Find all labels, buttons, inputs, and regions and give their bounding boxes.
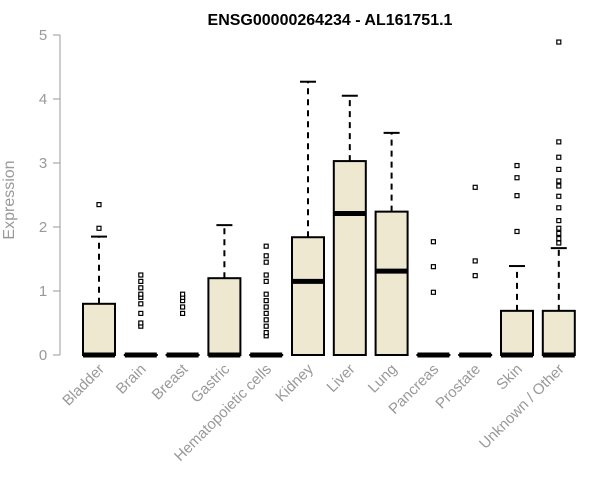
iqr-box (332, 160, 367, 356)
y-tick-label: 3 (39, 155, 47, 172)
outlier-point (514, 193, 520, 199)
outlier-point (263, 298, 269, 304)
outlier-point (472, 273, 478, 279)
iqr-box (207, 277, 242, 357)
y-axis-label: Expression (1, 160, 18, 239)
outlier-point (514, 228, 520, 235)
outlier-point (180, 310, 186, 316)
box-bladder (82, 202, 116, 358)
x-tick-label: Lung (365, 361, 401, 397)
outlier-point (263, 272, 269, 278)
outlier-point (263, 253, 269, 259)
box-unknown-other (541, 39, 576, 358)
outlier-point (138, 272, 144, 278)
outlier-point (556, 240, 562, 246)
y-tick-label: 1 (39, 283, 47, 300)
outlier-point (556, 166, 562, 172)
outlier-point (472, 258, 478, 264)
iqr-box (374, 210, 409, 356)
x-tick-label: Liver (324, 361, 359, 396)
iqr-box (500, 309, 534, 356)
outlier-point (96, 202, 102, 208)
outlier-point (556, 39, 562, 45)
iqr-box (82, 302, 116, 356)
outlier-point (430, 264, 436, 270)
box-brain (123, 272, 158, 358)
outlier-point (556, 178, 562, 184)
outlier-point (180, 304, 186, 310)
outlier-point (263, 259, 269, 265)
outlier-point (138, 278, 144, 284)
outlier-point (263, 330, 269, 336)
chart-title: ENSG00000264234 - AL161751.1 (208, 12, 453, 29)
y-tick-label: 4 (39, 91, 47, 108)
box-kidney (291, 80, 325, 357)
box-breast (165, 291, 200, 358)
x-tick-label: Prostate (432, 361, 484, 413)
box-pancreas (416, 239, 451, 358)
outlier-point (472, 184, 478, 190)
boxes-group (82, 39, 576, 358)
outlier-point (430, 239, 436, 245)
outlier-point (556, 139, 562, 145)
box-gastric (207, 224, 242, 358)
y-tick-label: 0 (39, 347, 47, 364)
outlier-point (514, 162, 520, 169)
x-tick-label: Kidney (272, 360, 317, 405)
outlier-point (556, 218, 562, 224)
y-tick-label: 5 (39, 27, 47, 44)
outlier-point (556, 193, 562, 199)
y-tick-label: 2 (39, 219, 47, 236)
outlier-point (556, 235, 562, 242)
x-tick-label: Skin (493, 361, 526, 394)
box-skin (500, 162, 534, 358)
outlier-point (138, 285, 144, 291)
outlier-point (556, 225, 562, 231)
box-liver (332, 94, 367, 356)
y-axis: 0 1 2 3 4 5 (39, 27, 61, 364)
outlier-point (138, 301, 144, 307)
outlier-point (556, 205, 562, 211)
outlier-point (96, 225, 102, 231)
outlier-point (263, 291, 269, 297)
outlier-point (263, 310, 269, 316)
outlier-point (263, 243, 269, 249)
outlier-point (430, 289, 436, 295)
x-tick-label: Brain (113, 361, 150, 398)
outlier-point (180, 291, 186, 297)
box-hematopoietic-cells (249, 243, 284, 358)
outlier-point (556, 230, 562, 236)
outlier-point (263, 317, 269, 323)
box-lung (374, 131, 409, 356)
outlier-point (138, 291, 144, 297)
outlier-point (263, 323, 269, 329)
outlier-point (263, 278, 269, 284)
outlier-point (556, 183, 562, 189)
outlier-point (263, 304, 269, 310)
outlier-point (138, 320, 144, 326)
outlier-point (514, 175, 520, 181)
outlier-point (138, 310, 144, 316)
iqr-box (541, 309, 576, 356)
iqr-box (291, 236, 325, 357)
x-tick-label: Bladder (59, 361, 108, 410)
outlier-point (556, 154, 562, 160)
box-prostate (458, 184, 493, 358)
x-tick-label: Breast (149, 360, 192, 403)
